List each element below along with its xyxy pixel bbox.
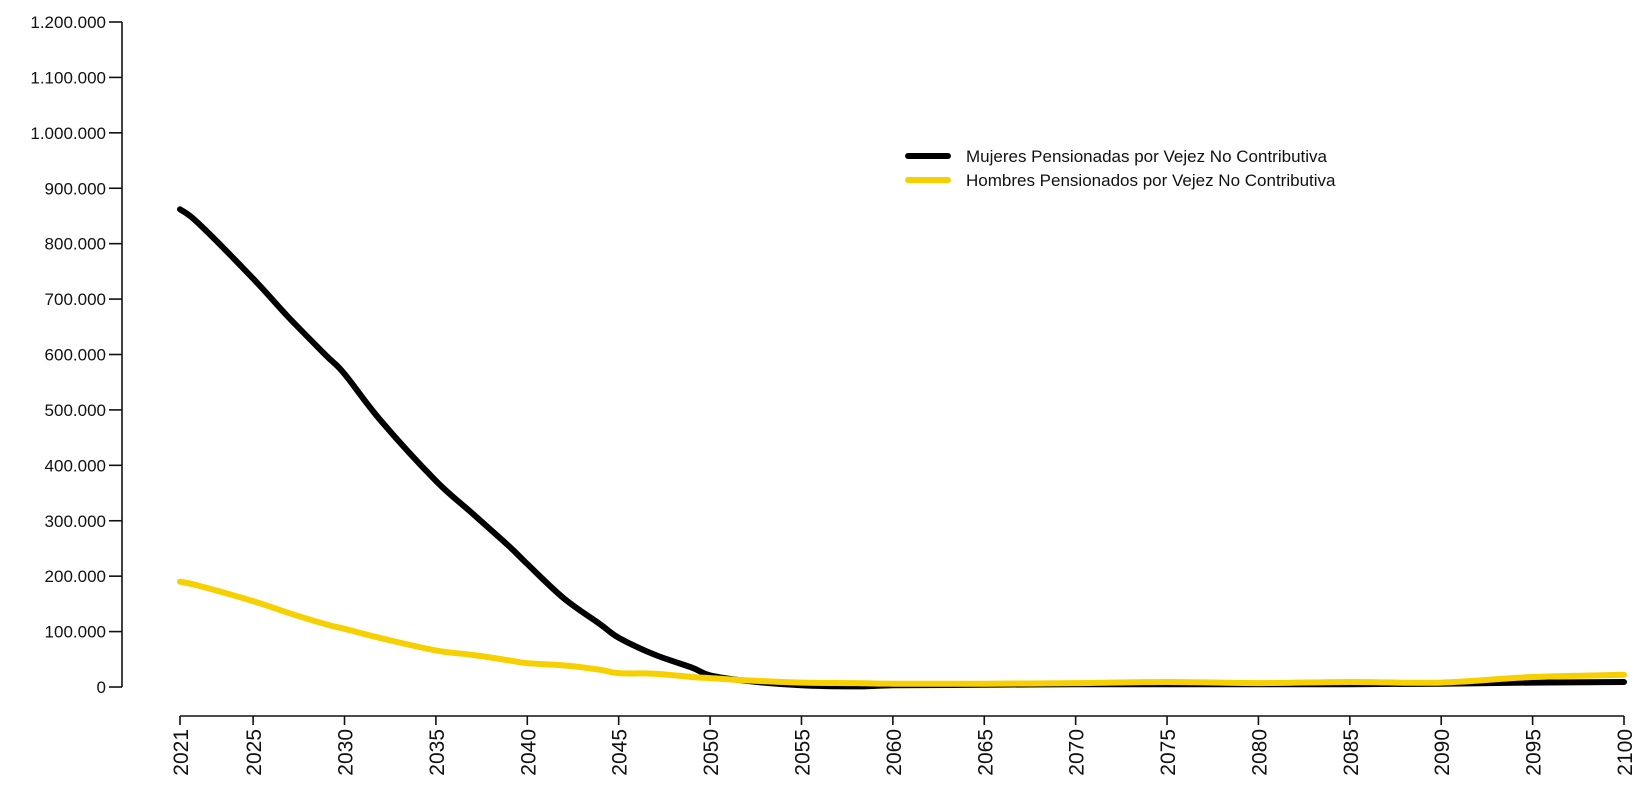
x-tick-label: 2080 (1248, 729, 1271, 776)
x-tick-label: 2021 (170, 729, 193, 776)
x-tick-label: 2055 (791, 729, 814, 776)
x-tick-label: 2085 (1340, 729, 1363, 776)
x-tick-label: 2040 (517, 729, 540, 776)
y-tick-label: 600.000 (45, 346, 106, 365)
y-tick-label: 500.000 (45, 401, 106, 420)
legend: Mujeres Pensionadas por Vejez No Contrib… (905, 147, 1336, 190)
x-tick-label: 2030 (335, 729, 358, 776)
x-tick-label: 2075 (1157, 729, 1180, 776)
legend-label: Mujeres Pensionadas por Vejez No Contrib… (966, 147, 1328, 166)
y-tick-label: 200.000 (45, 567, 106, 586)
y-tick-label: 1.200.000 (30, 13, 106, 32)
y-tick-label: 300.000 (45, 512, 106, 531)
x-tick-label: 2035 (426, 729, 449, 776)
x-tick-label: 2100 (1614, 729, 1637, 776)
series-layer (177, 206, 1627, 690)
y-axis: 0 100.000 200.000 300.000 400.000 500.000 600.… (30, 13, 123, 697)
y-tick-label: 100.000 (45, 623, 106, 642)
series-line-hombres (177, 578, 1627, 687)
x-tick-label: 2095 (1523, 729, 1546, 776)
y-tick-label: 1.000.000 (30, 124, 106, 143)
x-tick-label: 2025 (243, 729, 266, 776)
y-tick-label: 900.000 (45, 179, 106, 198)
x-tick-label: 2070 (1066, 729, 1089, 776)
x-tick-label: 2050 (700, 729, 723, 776)
y-tick-label: 800.000 (45, 235, 106, 254)
x-axis: 2021 2025 2030 2035 2040 2045 2050 2055 2060 2065… (170, 715, 1637, 776)
y-tick-label: 400.000 (45, 456, 106, 475)
y-tick-label: 700.000 (45, 290, 106, 309)
x-tick-label: 2065 (974, 729, 997, 776)
x-tick-label: 2090 (1431, 729, 1454, 776)
legend-label: Hombres Pensionados por Vejez No Contrib… (966, 171, 1336, 190)
series-line-mujeres (177, 206, 1627, 690)
x-tick-label: 2045 (609, 729, 632, 776)
y-tick-label: 0 (97, 678, 106, 697)
y-tick-label: 1.100.000 (30, 68, 106, 87)
x-tick-label: 2060 (883, 729, 906, 776)
